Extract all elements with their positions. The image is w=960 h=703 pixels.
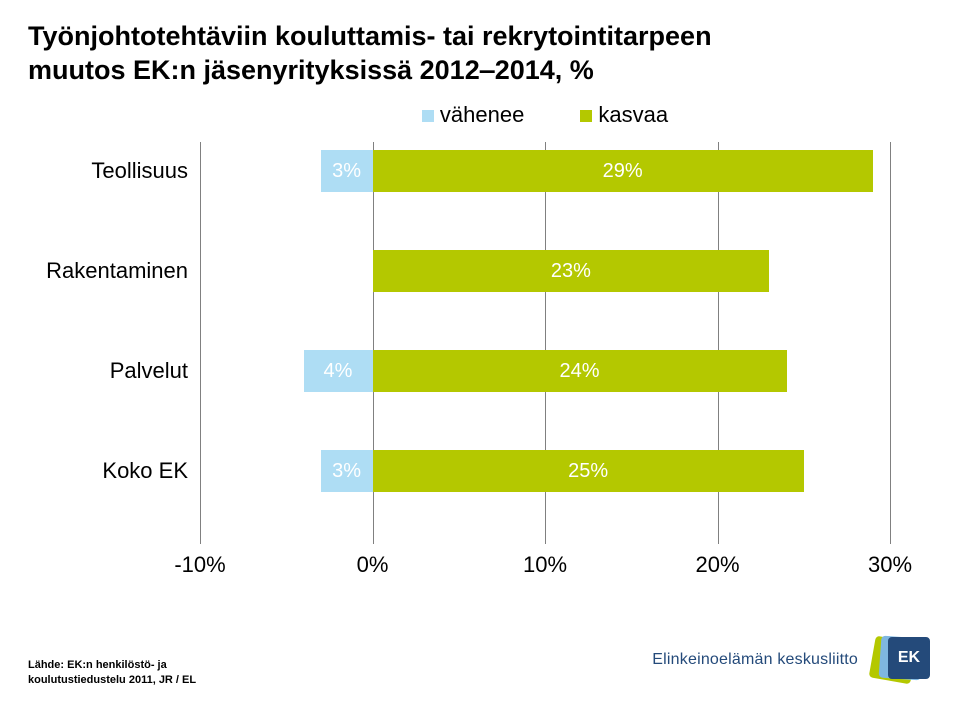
category-label: Palvelut bbox=[110, 350, 188, 392]
chart-area: väheneekasvaa Teollisuus3%29%Rakentamine… bbox=[40, 102, 920, 582]
value-label-pos: 24% bbox=[373, 350, 787, 392]
title-line-2: muutos EK:n jäsenyrityksissä 2012‒2014, … bbox=[28, 55, 594, 85]
x-axis-label: 0% bbox=[357, 552, 389, 578]
brand-text: Elinkeinoelämän keskusliitto bbox=[652, 651, 858, 669]
value-label-pos: 23% bbox=[373, 250, 770, 292]
footer-line-2: koulutustiedustelu 2011, JR / EL bbox=[28, 674, 196, 686]
minor-tick bbox=[373, 342, 374, 348]
value-label-neg: 4% bbox=[304, 350, 373, 392]
x-axis-label: 30% bbox=[868, 552, 912, 578]
chart-title: Työnjohtotehtäviin kouluttamis- tai rekr… bbox=[0, 0, 960, 92]
category-label: Rakentaminen bbox=[46, 250, 188, 292]
legend: vähenee kasvaa bbox=[200, 102, 890, 134]
bar-row: Rakentaminen23% bbox=[200, 250, 890, 292]
legend-swatch bbox=[422, 110, 434, 122]
gridline bbox=[890, 142, 891, 544]
plot-area: vähenee kasvaa Teollisuus3%29% Rakentamine… bbox=[200, 102, 890, 544]
x-axis-label: 10% bbox=[523, 552, 567, 578]
footer-line-1: Lähde: EK:n henkilöstö- ja bbox=[28, 659, 167, 671]
category-label: Koko EK bbox=[102, 450, 188, 492]
source-footer: Lähde: EK:n henkilöstö- ja koulutustiedu… bbox=[28, 658, 196, 687]
bar-row: Palvelut4%24% bbox=[200, 350, 890, 392]
value-label-neg: 3% bbox=[321, 450, 373, 492]
bar-row: Teollisuus3%29% bbox=[200, 150, 890, 192]
value-label-pos: 29% bbox=[373, 150, 873, 192]
minor-tick bbox=[373, 142, 374, 148]
category-label: Teollisuus bbox=[91, 150, 188, 192]
title-line-1: Työnjohtotehtäviin kouluttamis- tai rekr… bbox=[28, 21, 712, 51]
bar-row: Koko EK3%25% bbox=[200, 450, 890, 492]
legend-swatch bbox=[580, 110, 592, 122]
x-axis-label: -10% bbox=[174, 552, 225, 578]
legend-label: vähenee bbox=[440, 102, 524, 127]
x-axis-label: 20% bbox=[695, 552, 739, 578]
logo-shape-front: EK bbox=[888, 637, 930, 679]
ek-logo-icon: EK bbox=[872, 633, 932, 687]
x-axis-labels: -10%0%10%20%30% bbox=[200, 552, 890, 582]
minor-tick bbox=[373, 442, 374, 448]
value-label-neg: 3% bbox=[321, 150, 373, 192]
legend-item: vähenee bbox=[422, 102, 524, 128]
legend-item: kasvaa bbox=[580, 102, 668, 128]
bars-area: Teollisuus3%29% Rakentaminen23% Palvelut4%… bbox=[200, 142, 890, 544]
legend-label: kasvaa bbox=[598, 102, 668, 127]
minor-tick bbox=[373, 242, 374, 248]
brand-block: Elinkeinoelämän keskusliitto EK bbox=[652, 633, 932, 687]
value-label-pos: 25% bbox=[373, 450, 804, 492]
